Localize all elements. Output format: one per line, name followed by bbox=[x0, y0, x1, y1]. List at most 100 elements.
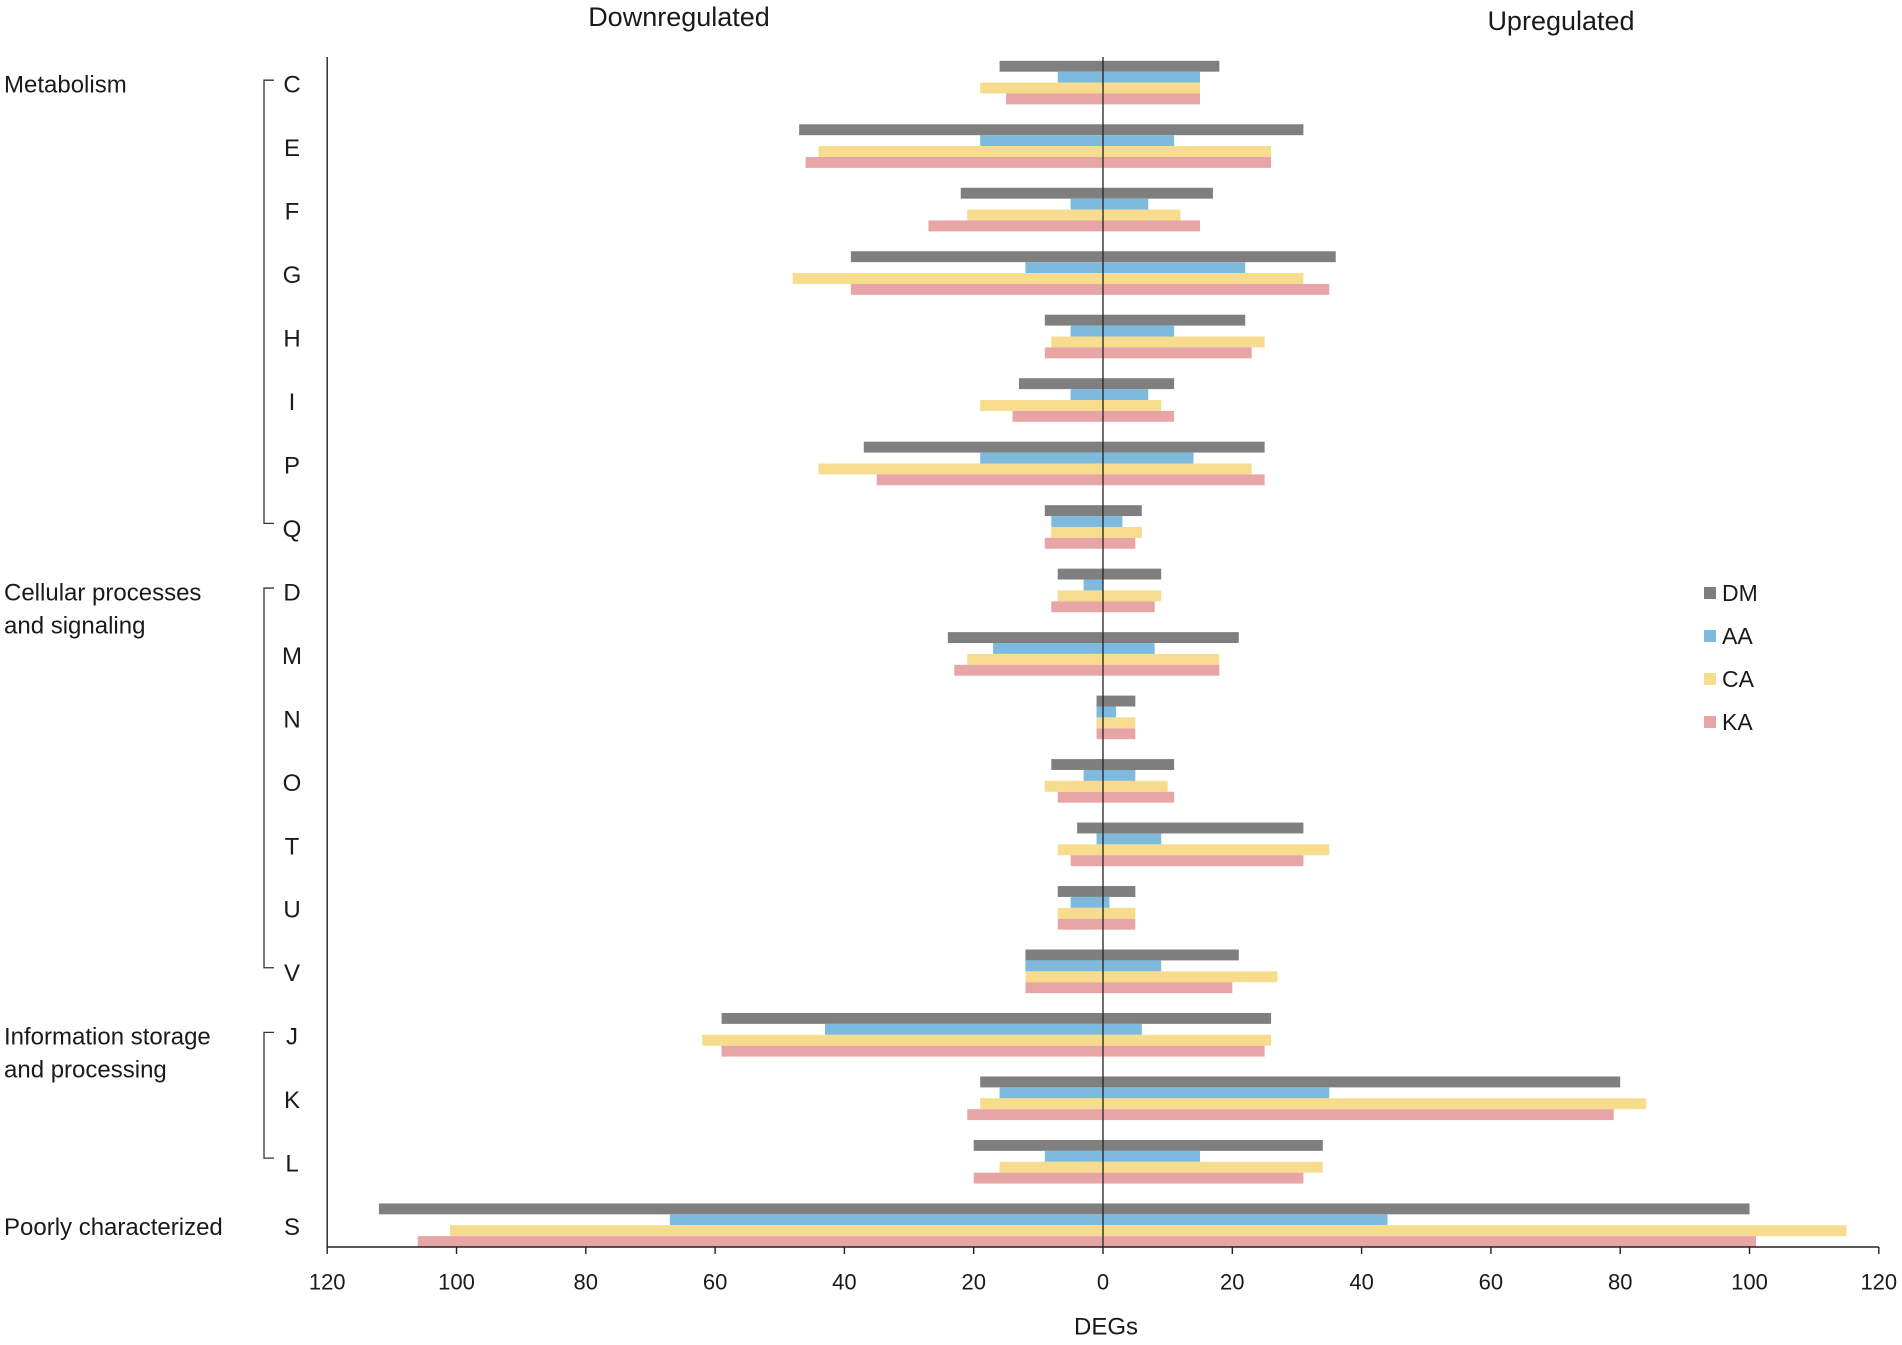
bar-ka-n-downregulated bbox=[1096, 728, 1103, 740]
bar-ca-f-upregulated bbox=[1103, 209, 1181, 221]
bar-aa-l-upregulated bbox=[1103, 1150, 1200, 1162]
bar-ca-i-downregulated bbox=[980, 400, 1103, 411]
category-label-m: M bbox=[282, 643, 302, 670]
x-axis-label: DEGs bbox=[1074, 1314, 1138, 1341]
bar-ca-h-downregulated bbox=[1051, 336, 1103, 348]
bar-aa-v-upregulated bbox=[1103, 960, 1162, 972]
bar-ka-t-upregulated bbox=[1103, 855, 1304, 867]
bar-dm-h-upregulated bbox=[1103, 314, 1246, 326]
bar-aa-c-downregulated bbox=[1057, 71, 1103, 83]
bar-aa-m-upregulated bbox=[1103, 643, 1155, 654]
legend-label-ka: KA bbox=[1722, 709, 1753, 735]
bar-ca-j-downregulated bbox=[702, 1034, 1103, 1046]
bar-dm-h-downregulated bbox=[1044, 314, 1103, 326]
x-tick-label: 60 bbox=[1479, 1270, 1503, 1295]
bar-dm-j-upregulated bbox=[1103, 1013, 1272, 1024]
group-label-0-line-0: Metabolism bbox=[4, 72, 127, 99]
bar-dm-c-upregulated bbox=[1103, 60, 1220, 72]
bar-dm-j-downregulated bbox=[721, 1013, 1103, 1024]
bar-ca-q-downregulated bbox=[1051, 526, 1103, 538]
bar-dm-i-downregulated bbox=[1018, 378, 1103, 390]
bar-dm-g-upregulated bbox=[1103, 251, 1336, 263]
bar-ka-u-upregulated bbox=[1103, 918, 1136, 930]
bar-aa-v-downregulated bbox=[1025, 960, 1103, 972]
bar-dm-s-upregulated bbox=[1103, 1203, 1750, 1215]
category-label-t: T bbox=[285, 833, 300, 860]
bar-ka-o-upregulated bbox=[1103, 791, 1175, 803]
bar-dm-t-upregulated bbox=[1103, 822, 1304, 834]
category-label-s: S bbox=[284, 1214, 300, 1241]
category-label-o: O bbox=[283, 770, 302, 797]
category-label-e: E bbox=[284, 135, 300, 162]
bar-dm-e-downregulated bbox=[799, 124, 1103, 136]
category-label-q: Q bbox=[283, 516, 302, 543]
bar-ca-p-upregulated bbox=[1103, 463, 1252, 475]
bar-ka-e-upregulated bbox=[1103, 156, 1272, 168]
category-label-u: U bbox=[283, 897, 300, 924]
bar-aa-c-upregulated bbox=[1103, 71, 1200, 83]
bar-aa-m-downregulated bbox=[993, 643, 1103, 654]
bar-aa-k-upregulated bbox=[1103, 1087, 1330, 1099]
bar-ca-u-upregulated bbox=[1103, 907, 1136, 919]
bar-aa-f-upregulated bbox=[1103, 198, 1149, 210]
bar-dm-m-downregulated bbox=[947, 632, 1103, 644]
bar-aa-u-upregulated bbox=[1103, 896, 1110, 908]
bar-aa-g-upregulated bbox=[1103, 262, 1246, 274]
bar-dm-m-upregulated bbox=[1103, 632, 1239, 644]
x-tick-label: 60 bbox=[703, 1270, 727, 1295]
bar-ka-v-upregulated bbox=[1103, 982, 1233, 994]
category-label-v: V bbox=[284, 960, 300, 987]
category-label-d: D bbox=[283, 579, 300, 606]
bar-ca-k-upregulated bbox=[1103, 1098, 1647, 1110]
x-tick-label: 80 bbox=[1608, 1270, 1632, 1295]
bar-aa-j-downregulated bbox=[825, 1023, 1103, 1035]
bar-ka-v-downregulated bbox=[1025, 982, 1103, 994]
category-label-h: H bbox=[283, 325, 300, 352]
bar-ca-n-downregulated bbox=[1096, 717, 1103, 729]
x-tick-label: 120 bbox=[1860, 1270, 1897, 1295]
bar-ca-k-downregulated bbox=[980, 1098, 1103, 1110]
group-bracket-2 bbox=[263, 1031, 274, 1159]
bar-ka-f-upregulated bbox=[1103, 220, 1200, 232]
group-label-1-line-1: and signaling bbox=[4, 612, 145, 639]
legend-swatch-ka bbox=[1704, 716, 1716, 728]
bar-aa-q-upregulated bbox=[1103, 516, 1123, 527]
bar-dm-n-upregulated bbox=[1103, 695, 1136, 707]
category-label-g: G bbox=[283, 262, 302, 289]
bar-ka-k-upregulated bbox=[1103, 1109, 1614, 1121]
group-bracket-1 bbox=[263, 587, 274, 969]
bar-ka-t-downregulated bbox=[1070, 855, 1103, 867]
bar-aa-s-downregulated bbox=[669, 1214, 1103, 1226]
bar-ka-e-downregulated bbox=[805, 156, 1103, 168]
group-label-3-line-0: Poorly characterized bbox=[4, 1214, 223, 1241]
bar-dm-g-downregulated bbox=[850, 251, 1103, 263]
bar-ca-t-upregulated bbox=[1103, 844, 1330, 856]
bar-dm-t-downregulated bbox=[1077, 822, 1103, 834]
legend: DM AA CA KA bbox=[1704, 580, 1758, 735]
bar-aa-s-upregulated bbox=[1103, 1214, 1388, 1226]
category-labels: C E F G H I P Q D M N O T U V J K L S bbox=[282, 72, 302, 1242]
bar-aa-i-upregulated bbox=[1103, 389, 1149, 400]
bar-dm-v-upregulated bbox=[1103, 949, 1239, 961]
bar-aa-t-upregulated bbox=[1103, 833, 1162, 845]
bar-ca-e-upregulated bbox=[1103, 146, 1272, 157]
bar-aa-l-downregulated bbox=[1044, 1150, 1103, 1162]
bar-aa-p-upregulated bbox=[1103, 452, 1194, 464]
bar-ca-s-upregulated bbox=[1103, 1225, 1847, 1237]
x-tick-label: 80 bbox=[574, 1270, 598, 1295]
bar-ka-p-downregulated bbox=[876, 474, 1103, 486]
bar-dm-p-downregulated bbox=[863, 441, 1103, 453]
category-label-n: N bbox=[283, 706, 300, 733]
bar-dm-s-downregulated bbox=[378, 1203, 1103, 1215]
bar-dm-f-downregulated bbox=[960, 187, 1103, 199]
bar-ka-l-upregulated bbox=[1103, 1172, 1304, 1184]
bar-ka-p-upregulated bbox=[1103, 474, 1265, 486]
bar-ca-g-upregulated bbox=[1103, 273, 1304, 284]
bar-aa-o-upregulated bbox=[1103, 769, 1136, 781]
legend-label-dm: DM bbox=[1722, 580, 1758, 606]
x-tick-label: 20 bbox=[961, 1270, 985, 1295]
bar-ca-v-upregulated bbox=[1103, 971, 1278, 983]
group-bracket-0 bbox=[263, 79, 274, 525]
category-label-j: J bbox=[286, 1024, 298, 1051]
